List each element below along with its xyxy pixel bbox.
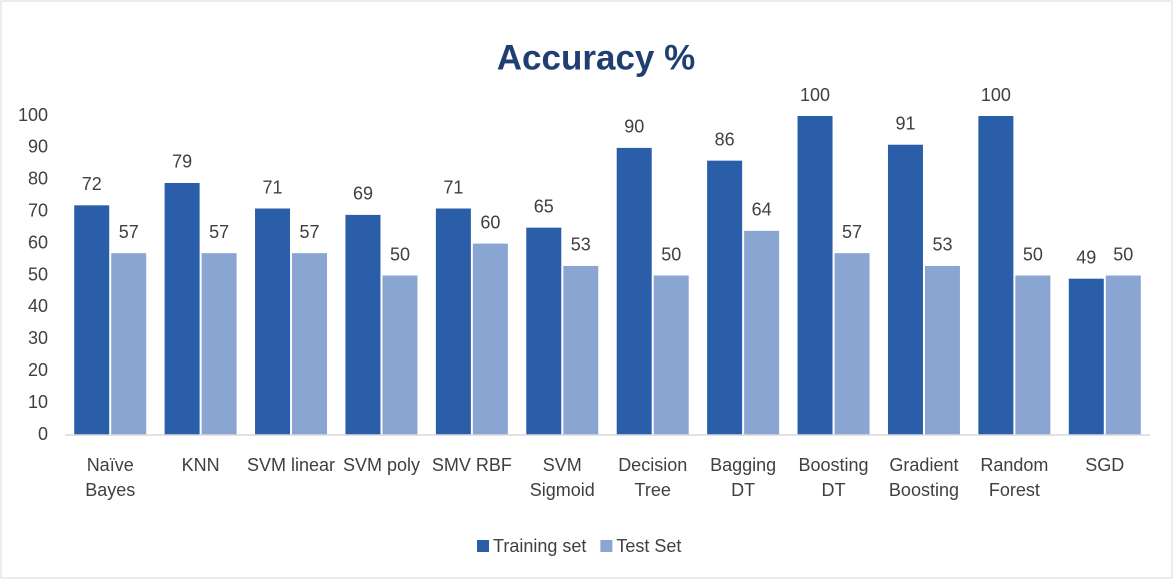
legend-swatch [477, 540, 489, 552]
data-label: 90 [624, 117, 644, 137]
x-tick-label: SVM linear [247, 455, 336, 475]
data-label: 49 [1076, 247, 1096, 267]
x-tick-label: SVM poly [342, 455, 420, 475]
y-tick-label: 80 [28, 169, 48, 189]
legend-label: Training set [493, 536, 586, 556]
y-tick-label: 70 [28, 200, 48, 220]
x-tick-label: SVM Sigmoid [529, 455, 595, 500]
bar [111, 253, 147, 435]
bar [563, 265, 599, 435]
bar [797, 116, 833, 435]
y-tick-label: 50 [28, 264, 48, 284]
data-label: 100 [981, 85, 1011, 105]
bar [1068, 278, 1104, 435]
x-tick-label: Random Forest [980, 455, 1049, 500]
data-label: 53 [571, 235, 591, 255]
data-label: 57 [842, 222, 862, 242]
legend-swatch [600, 540, 613, 552]
bar [526, 227, 562, 435]
y-tick-label: 60 [28, 232, 48, 252]
data-label: 71 [443, 177, 463, 197]
data-label: 50 [1023, 244, 1043, 264]
data-label: 72 [82, 174, 102, 194]
data-label: 50 [390, 244, 410, 264]
data-label: 50 [1113, 244, 1133, 264]
x-tick-label: SGD [1085, 455, 1125, 475]
data-label: 57 [119, 222, 139, 242]
y-tick-label: 40 [28, 296, 48, 316]
data-label: 57 [300, 222, 320, 242]
bar [435, 208, 471, 435]
bar [653, 275, 689, 435]
bar [382, 275, 418, 435]
data-label: 50 [661, 244, 681, 264]
x-tick-label: Naïve Bayes [85, 455, 136, 500]
data-label: 69 [353, 184, 373, 204]
x-tick-label: Gradient Boosting [888, 455, 959, 500]
bar [744, 230, 780, 435]
bar [1015, 275, 1051, 435]
y-tick-label: 90 [28, 137, 48, 157]
y-tick-label: 30 [28, 328, 48, 348]
data-label: 86 [715, 129, 735, 149]
bar [924, 265, 960, 435]
data-label: 91 [895, 113, 915, 133]
bar [74, 205, 110, 435]
data-label: 65 [534, 196, 554, 216]
bar [887, 144, 923, 435]
y-tick-label: 100 [18, 105, 48, 125]
data-label: 60 [480, 212, 500, 232]
legend-label: Test Set [616, 536, 681, 556]
x-tick-label: KNN [181, 455, 220, 475]
bar [1105, 275, 1141, 435]
data-label: 79 [172, 152, 192, 172]
x-tick-label: Bagging DT [710, 455, 777, 500]
data-label: 57 [209, 222, 229, 242]
bar [472, 243, 508, 435]
x-tick-label: Boosting DT [798, 455, 869, 500]
x-tick-label: Decision Tree [618, 455, 688, 500]
bar [255, 208, 291, 435]
bar [707, 160, 743, 435]
bar [616, 147, 652, 435]
y-tick-label: 10 [28, 392, 48, 412]
y-tick-label: 0 [38, 424, 48, 444]
data-label: 53 [932, 235, 952, 255]
bar [345, 214, 381, 435]
bar [201, 253, 237, 435]
bar [292, 253, 328, 435]
data-label: 71 [263, 177, 283, 197]
bar [164, 182, 200, 435]
bar [978, 116, 1014, 435]
y-tick-label: 20 [28, 360, 48, 380]
data-label: 64 [752, 200, 772, 220]
x-tick-label: SMV RBF [431, 455, 512, 475]
bar [834, 253, 870, 435]
data-label: 100 [800, 85, 830, 105]
chart-title: Accuracy % [497, 38, 695, 77]
